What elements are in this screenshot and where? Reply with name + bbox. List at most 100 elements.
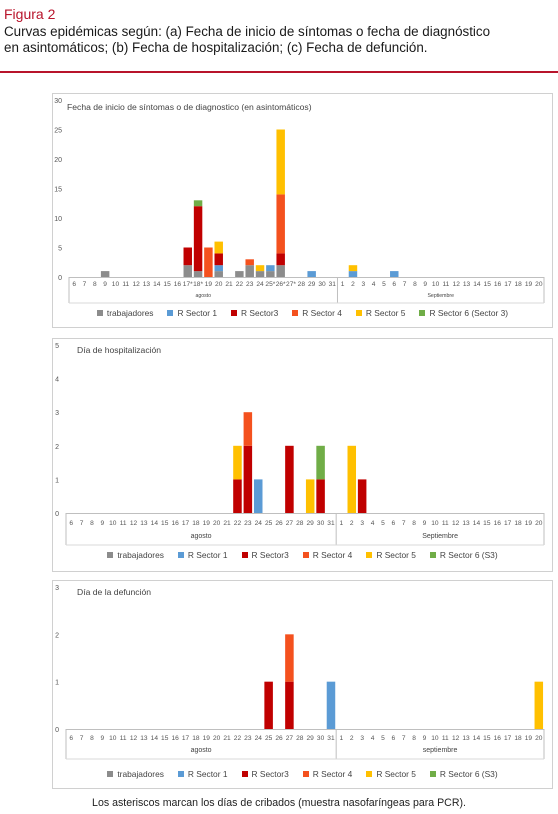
x-tick-label: 23 [244,520,252,527]
legend-swatch [241,771,248,777]
x-tick-label: 12 [130,735,138,742]
bar-segment [534,681,544,729]
x-tick-label: 21 [223,520,231,527]
x-tick-label: 1 [341,281,345,288]
x-tick-label: 3 [360,520,364,527]
x-tick-label: 10 [431,735,439,742]
bar-segment [264,681,273,729]
bar-segment [253,479,263,513]
chart-svg: Fecha de inicio de síntomas o de diagnos… [54,98,545,304]
x-tick-label: 20 [215,281,223,288]
legend-swatch [292,310,299,316]
bar-segment [214,265,223,272]
x-tick-label: 13 [140,735,148,742]
legend-item: R Sector 4 [302,550,353,560]
legend-item: R Sector 1 [177,550,228,560]
x-tick-label: 6 [392,281,396,288]
x-tick-label: 21 [225,281,233,288]
bar-segment [193,206,203,272]
y-tick-label: 3 [55,585,59,592]
y-tick-label: 0 [55,727,59,734]
x-tick-label: 10 [432,281,440,288]
bar-segment [245,265,254,277]
x-group-label: agosto [191,747,212,754]
legend-label: trabajadores [117,769,164,779]
x-tick-label: 11 [120,520,127,527]
x-tick-label: 5 [382,281,386,288]
x-tick-label: 19 [525,281,533,288]
x-tick-label: 17 [504,735,512,742]
chart-panel-onset: Fecha de inicio de síntomas o de diagnos… [52,93,553,328]
x-tick-label: 16 [494,735,502,742]
y-tick-label: 0 [55,511,59,518]
figure-caption: Curvas epidémicas según: (a) Fecha de in… [4,24,554,56]
x-tick-label: 13 [463,281,471,288]
x-tick-label: 25 [265,520,273,527]
footnote: Los asteriscos marcan los días de cribad… [92,797,466,809]
legend-swatch [419,310,426,316]
x-tick-label: 24 [255,520,263,527]
legend-label: R Sector 4 [302,308,342,318]
legend-label: R Sector 6 (Sector 3) [429,308,509,318]
x-tick-label: 4 [372,281,376,288]
bar-segment [390,271,399,277]
x-tick-label: 4 [371,520,375,527]
x-tick-label: 6 [69,735,73,742]
x-tick-label: 10 [112,281,120,288]
legend-swatch [231,310,238,316]
x-tick-label: 8 [412,735,416,742]
x-tick-label: 13 [462,520,470,527]
y-tick-label: 2 [55,632,59,639]
legend-label: R Sector 1 [187,769,228,779]
x-tick-label: 17* [183,281,193,288]
x-tick-label: 8 [413,281,417,288]
bar-segment [245,259,254,266]
y-tick-label: 20 [54,157,62,164]
bar-segment [348,265,358,272]
y-tick-label: 5 [58,246,62,253]
legend-swatch [366,771,373,777]
x-tick-label: 26* [276,281,286,288]
x-tick-label: 25 [265,735,273,742]
x-tick-label: 2 [351,281,355,288]
bar-segment [193,200,203,207]
x-tick-label: 5 [381,735,385,742]
x-tick-label: 20 [213,735,221,742]
legend-label: R Sector 5 [365,308,406,318]
bar-segment [285,681,294,729]
x-tick-label: 12 [130,520,138,527]
legend-label: R Sector3 [251,769,289,779]
x-tick-label: 26 [275,520,283,527]
x-tick-label: 29 [307,520,315,527]
bar-segment [183,265,192,277]
legend-label: R Sector 4 [312,550,353,560]
y-tick-label: 1 [55,680,59,687]
x-tick-label: 25* [265,281,275,288]
y-tick-label: 3 [55,410,59,417]
legend-swatch [177,771,184,777]
x-tick-label: 11 [442,735,449,742]
bar-segment [276,194,285,254]
bar-segment [266,265,275,272]
bar-segment [348,271,358,277]
x-tick-label: 19 [525,735,533,742]
x-tick-label: 18* [193,281,203,288]
legend-item: R Sector 1 [167,308,217,318]
chart-title: Fecha de inicio de síntomas o de diagnos… [67,102,312,112]
x-group-label: agosto [195,293,211,299]
x-tick-label: 14 [473,281,481,288]
legend-label: R Sector 5 [376,550,416,560]
x-tick-label: 18 [192,735,200,742]
x-tick-label: 14 [473,520,481,527]
legend-swatch [107,552,114,558]
x-tick-label: 6 [69,520,73,527]
legend-label: R Sector 1 [187,550,228,560]
x-tick-label: 13 [462,735,470,742]
x-tick-label: 22 [234,520,242,527]
legend-item: trabajadores [107,769,164,779]
legend-swatch [429,771,436,777]
legend-swatch [177,552,184,558]
x-tick-label: 16 [494,281,502,288]
